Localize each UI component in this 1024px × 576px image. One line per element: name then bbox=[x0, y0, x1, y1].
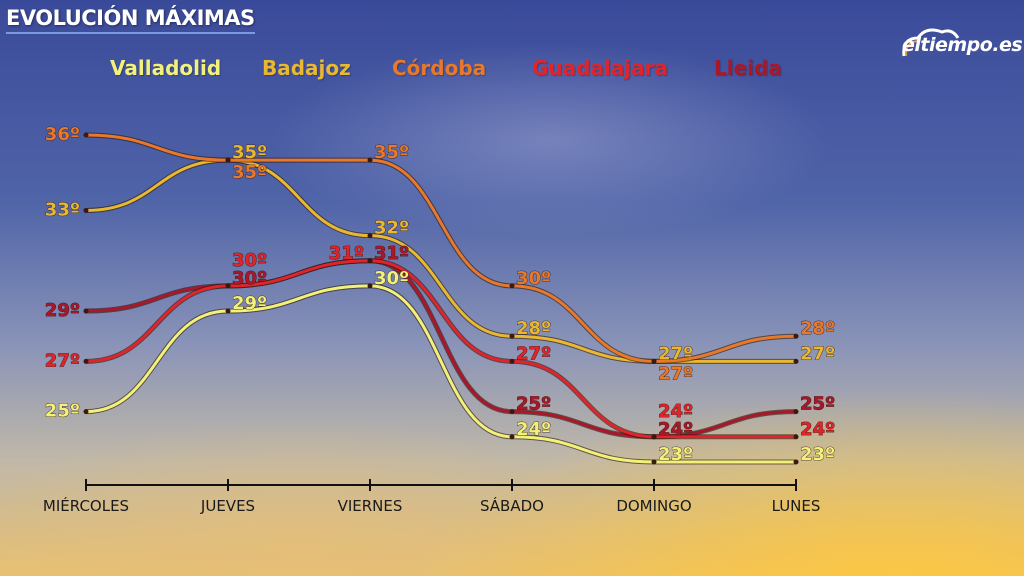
x-tick-label: VIERNES bbox=[338, 497, 403, 515]
data-label: 30º bbox=[374, 268, 409, 289]
data-label: 30º bbox=[516, 268, 551, 289]
data-label: 28º bbox=[516, 318, 551, 339]
x-tick-label: MIÉRCOLES bbox=[43, 496, 129, 515]
data-point bbox=[793, 333, 799, 339]
data-label: 23º bbox=[658, 444, 693, 465]
data-point bbox=[367, 283, 373, 289]
data-label: 28º bbox=[800, 318, 835, 339]
legend-badajoz: Badajoz bbox=[262, 56, 351, 80]
series-line-córdoba bbox=[85, 133, 797, 363]
data-point bbox=[83, 132, 89, 138]
data-point bbox=[225, 308, 231, 314]
data-point bbox=[509, 409, 515, 415]
data-label: 35º bbox=[232, 142, 267, 163]
data-label: 24º bbox=[658, 419, 693, 440]
data-label: 24º bbox=[516, 419, 551, 440]
x-tick-label: SÁBADO bbox=[480, 496, 544, 515]
legend-lleida: Lleida bbox=[714, 56, 782, 80]
data-point bbox=[367, 233, 373, 239]
data-label: 27º bbox=[516, 343, 551, 364]
legend-cordoba: Córdoba bbox=[392, 56, 487, 80]
data-point bbox=[651, 459, 657, 465]
data-label: 27º bbox=[658, 363, 693, 384]
data-point bbox=[793, 459, 799, 465]
data-label: 36º bbox=[45, 124, 80, 145]
data-label: 33º bbox=[45, 199, 80, 220]
data-point bbox=[509, 283, 515, 289]
data-label: 24º bbox=[658, 401, 693, 422]
cloud-logo-icon bbox=[902, 28, 960, 57]
data-label: 32º bbox=[374, 218, 409, 239]
data-point bbox=[509, 434, 515, 440]
data-point bbox=[83, 308, 89, 314]
data-label: 25º bbox=[45, 401, 80, 422]
data-label: 27º bbox=[800, 343, 835, 364]
logo-label: eltiempo.es bbox=[902, 34, 1023, 56]
logo-text: eltiempo.es bbox=[902, 34, 1023, 56]
data-point bbox=[367, 157, 373, 163]
data-label: 29º bbox=[45, 300, 80, 321]
data-point bbox=[509, 358, 515, 364]
series-line-shadow bbox=[85, 132, 797, 364]
data-point bbox=[793, 409, 799, 415]
data-point bbox=[793, 358, 799, 364]
data-label: 25º bbox=[516, 394, 551, 415]
data-point bbox=[83, 409, 89, 415]
legend-guadalajara: Guadalajara bbox=[532, 56, 669, 80]
data-label: 35º bbox=[374, 142, 409, 163]
x-tick-label: LUNES bbox=[772, 497, 821, 515]
data-label: 30º bbox=[232, 250, 267, 271]
data-label: 31º bbox=[374, 243, 409, 264]
data-label: 27º bbox=[658, 343, 693, 364]
data-point bbox=[83, 207, 89, 213]
data-label: 31º bbox=[329, 243, 364, 264]
data-label: 29º bbox=[232, 293, 267, 314]
data-point bbox=[651, 358, 657, 364]
data-point bbox=[367, 258, 373, 264]
chart-title: EVOLUCIÓN MÁXIMAS bbox=[6, 6, 255, 34]
data-point bbox=[793, 434, 799, 440]
data-label: 30º bbox=[232, 268, 267, 289]
data-label: 35º bbox=[232, 162, 267, 183]
data-point bbox=[225, 283, 231, 289]
data-label: 23º bbox=[800, 444, 835, 465]
data-label: 24º bbox=[800, 419, 835, 440]
data-point bbox=[225, 157, 231, 163]
x-tick-label: DOMINGO bbox=[616, 497, 691, 515]
x-tick-label: JUEVES bbox=[200, 497, 255, 515]
data-label: 27º bbox=[45, 350, 80, 371]
data-point bbox=[83, 358, 89, 364]
data-point bbox=[651, 434, 657, 440]
data-label: 25º bbox=[800, 394, 835, 415]
legend-valladolid: Valladolid bbox=[110, 56, 222, 80]
data-point bbox=[509, 333, 515, 339]
